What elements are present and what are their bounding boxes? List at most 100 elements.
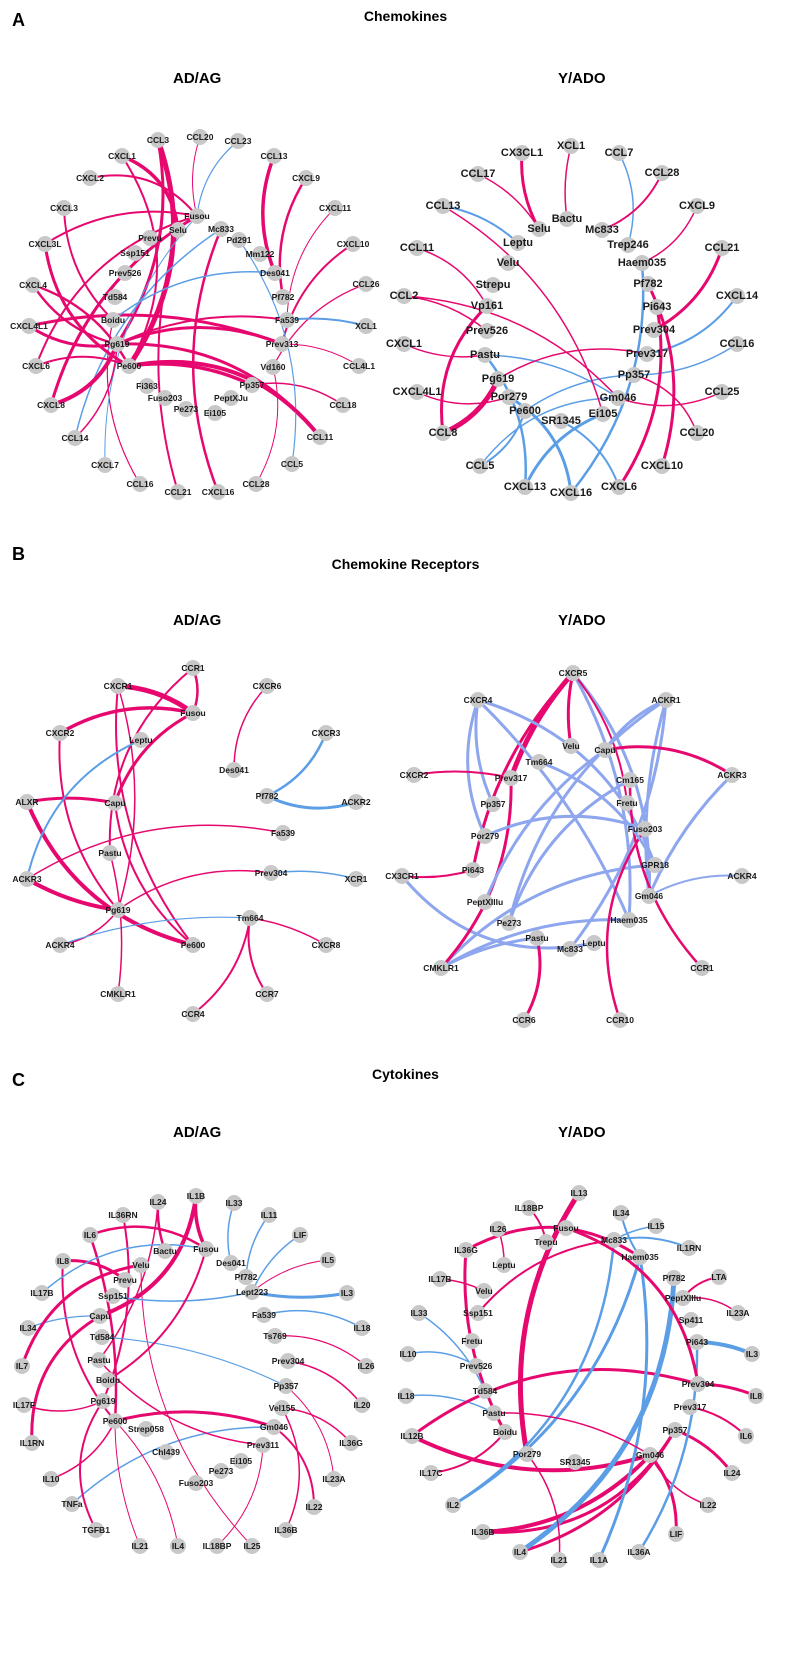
node-il4: IL4 [512, 1544, 528, 1560]
edge-ccl25-gm046 [617, 391, 723, 407]
node-il1b: IL1B [187, 1188, 205, 1204]
node-ccr4: CCR4 [181, 1006, 205, 1022]
node-label: Ssp151 [120, 248, 150, 258]
node-label: CXCL9 [679, 200, 715, 212]
node-gpr18: GPR18 [641, 857, 669, 873]
node-marker [209, 1538, 225, 1554]
node-prev526: Prev526 [466, 323, 508, 339]
node-label: XCL1 [557, 140, 585, 152]
node-marker [348, 794, 364, 810]
node-ccr6: CCR6 [512, 1012, 536, 1028]
node-marker [20, 1320, 36, 1336]
edge-il7-velu [20, 1263, 143, 1368]
node-marker [185, 937, 201, 953]
node-label: Selu [527, 223, 550, 235]
node-label: CCL21 [165, 487, 192, 497]
node-label: Fretu [616, 798, 637, 808]
node-label: CCL2 [390, 290, 419, 302]
node-fretu: Fretu [461, 1333, 483, 1349]
node-label: Des041 [216, 1258, 246, 1268]
edge-lif-gm046 [648, 1453, 678, 1536]
edge-ssp151-mc833 [477, 1239, 615, 1314]
node-boidu: Boidu [493, 1424, 517, 1440]
node-label: CX3CL1 [501, 147, 543, 159]
node-label: CCL28 [645, 167, 680, 179]
node-label: CXCL10 [337, 239, 370, 249]
edge-ccr10-fuso203 [605, 827, 647, 1022]
node-boidu: Boidu [96, 1372, 120, 1388]
node-label: Bactu [153, 1246, 177, 1256]
node-marker [595, 406, 611, 422]
node-label: Strep058 [128, 1424, 164, 1434]
node-label: IL1B [187, 1191, 205, 1201]
node-marker [88, 1522, 104, 1538]
node-label: Velu [475, 1286, 492, 1296]
node-marker [188, 1475, 204, 1491]
node-mc833: Mc833 [601, 1232, 627, 1248]
node-gm046: Gm046 [635, 888, 664, 904]
node-cx3cl1: CX3CL1 [501, 145, 543, 161]
node-cxcl8: CXCL8 [37, 397, 65, 413]
node-label: CXCL4 [19, 280, 47, 290]
subtitle-b-right: Y/ADO [558, 612, 606, 629]
edge-il6-pe600 [88, 1233, 118, 1423]
node-marker [107, 289, 123, 305]
node-cxcl3: CXCL3 [50, 200, 78, 216]
edge-ackr1-pe273 [507, 698, 668, 925]
node-marker [185, 660, 201, 676]
node-marker [326, 1471, 342, 1487]
edge-il5-lept223 [251, 1259, 329, 1293]
node-marker [394, 868, 410, 884]
edge-cxcl3-boidu [63, 207, 114, 321]
node-cxcl4l1: CXCL4L1 [10, 318, 48, 334]
node-marker [244, 1284, 260, 1300]
node-marker [150, 132, 166, 148]
node-label: ACKR4 [45, 940, 75, 950]
node-marker [612, 1012, 628, 1028]
node-label: Bactu [552, 213, 583, 225]
node-label: Mc833 [208, 224, 234, 234]
node-pg619: Pg619 [90, 1393, 116, 1409]
node-il21: IL21 [550, 1552, 568, 1568]
edge-cxcl9-pf782 [278, 176, 308, 299]
node-label: CCR1 [690, 963, 713, 973]
node-label: IL8 [750, 1391, 763, 1401]
node-marker [490, 1221, 506, 1237]
edge-il17f-pg619 [23, 1400, 104, 1412]
edge-capu-fusou [113, 711, 195, 805]
node-marker [563, 485, 579, 501]
node-cmklr1: CMKLR1 [423, 960, 459, 976]
node-label: CX3CR1 [385, 871, 419, 881]
node-cxcl6: CXCL6 [22, 358, 50, 374]
node-il22: IL22 [699, 1497, 717, 1513]
node-marker [619, 795, 635, 811]
node-ccl25: CCL25 [705, 384, 739, 400]
node-marker [14, 1358, 30, 1374]
node-marker [694, 960, 710, 976]
node-pe273: Pe273 [174, 401, 199, 417]
node-marker [345, 236, 361, 252]
node-il5: IL5 [320, 1252, 336, 1268]
node-label: IL36G [454, 1245, 478, 1255]
node-selu: Selu [527, 221, 551, 237]
section-title-chemokine-receptors: Chemokine Receptors [331, 556, 480, 572]
node-marker [642, 1447, 658, 1463]
node-marker [117, 265, 133, 281]
node-trepu: Trepu [534, 1234, 558, 1250]
node-haem035: Haem035 [621, 1249, 659, 1265]
node-label: Pp357 [618, 369, 650, 381]
node-marker [185, 705, 201, 721]
node-label: SR1345 [541, 415, 581, 427]
node-label: Gm046 [635, 891, 664, 901]
node-label: Td584 [90, 1332, 115, 1342]
node-marker [586, 935, 602, 951]
node-il36b: IL36B [471, 1524, 495, 1540]
node-marker [67, 430, 83, 446]
node-il7: IL7 [14, 1358, 30, 1374]
node-marker [52, 937, 68, 953]
node-ccl20: CCL20 [187, 129, 214, 145]
node-label: CCL17 [461, 168, 496, 180]
edge-ccl16-boidu [106, 319, 141, 485]
